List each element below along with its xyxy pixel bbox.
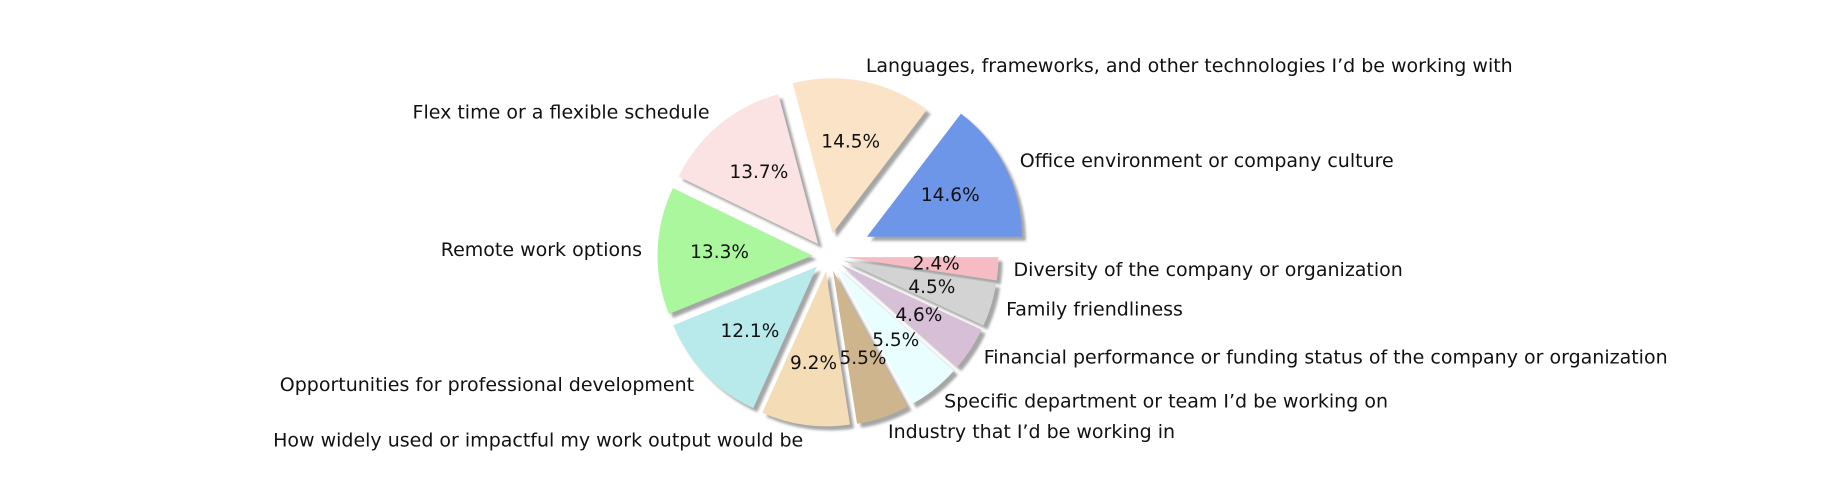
percent-labels: 14.6%14.5%13.7%13.3%12.1%9.2% 5.5%5.5%4.6… (690, 131, 980, 374)
percent-label-financial-performance-or-funding-status-of-the-company-or-organization: 4.6% (895, 305, 942, 326)
pie-slice-flex-time-or-a-flexible-schedule (678, 94, 819, 245)
pie-slice-languages-frameworks-and-other-technologies-i-d-be-working-with (792, 78, 927, 234)
pie-slice-specific-department-or-team-i-d-be-working-on (837, 268, 954, 405)
category-label-specific-department-or-team-i-d-be-working-on: Specific department or team I’d be worki… (944, 390, 1388, 412)
percent-label-how-widely-used-or-impactful-my-work-output-would-be: 9.2% (790, 353, 837, 374)
pie-slice-diversity-of-the-company-or-organization (843, 257, 999, 281)
pie-slice-opportunities-for-professional-development (673, 266, 817, 409)
category-labels: Office environment or company culture Lan… (273, 55, 1668, 451)
category-label-family-friendliness: Family friendliness (1006, 299, 1183, 321)
category-label-diversity-of-the-company-or-organization: Diversity of the company or organization (1013, 259, 1402, 281)
percent-label-languages-frameworks-and-other-technologies-i-d-be-working-with: 14.5% (821, 131, 880, 152)
percent-label-opportunities-for-professional-development: 12.1% (721, 321, 780, 342)
percent-label-remote-work-options: 13.3% (690, 242, 749, 263)
percent-label-flex-time-or-a-flexible-schedule: 13.7% (730, 162, 789, 183)
pie-slice-office-environment-or-company-culture (866, 113, 1022, 237)
percent-label-diversity-of-the-company-or-organization: 2.4% (913, 254, 960, 275)
category-label-industry-that-i-d-be-working-in: Industry that I’d be working in (888, 421, 1175, 443)
pie-slices (657, 78, 1022, 427)
percent-label-specific-department-or-team-i-d-be-working-on: 5.5% (872, 330, 919, 351)
category-label-office-environment-or-company-culture: Office environment or company culture (1020, 150, 1394, 172)
category-label-flex-time-or-a-flexible-schedule: Flex time or a flexible schedule (413, 102, 710, 124)
category-label-remote-work-options: Remote work options (441, 239, 642, 261)
category-label-how-widely-used-or-impactful-my-work-output-would-be: How widely used or impactful my work out… (273, 429, 803, 451)
pie-slice-family-friendliness (842, 260, 997, 326)
percent-label-family-friendliness: 4.5% (908, 277, 955, 298)
pie-slice-remote-work-options (657, 188, 813, 314)
percent-label-industry-that-i-d-be-working-in: 5.5% (840, 348, 887, 369)
pie-slice-financial-performance-or-funding-status-of-the-company-or-organization (840, 264, 982, 368)
category-label-opportunities-for-professional-development: Opportunities for professional developme… (280, 374, 694, 396)
percent-label-office-environment-or-company-culture: 14.6% (921, 185, 980, 206)
category-label-financial-performance-or-funding-status-of-the-company-or-organization: Financial performance or funding status … (984, 347, 1668, 369)
pie-slice-how-widely-used-or-impactful-my-work-output-would-be (762, 271, 850, 427)
pie-slice-industry-that-i-d-be-working-in (833, 270, 908, 424)
category-label-languages-frameworks-and-other-technologies-i-d-be-working-with: Languages, frameworks, and other technol… (866, 55, 1513, 77)
